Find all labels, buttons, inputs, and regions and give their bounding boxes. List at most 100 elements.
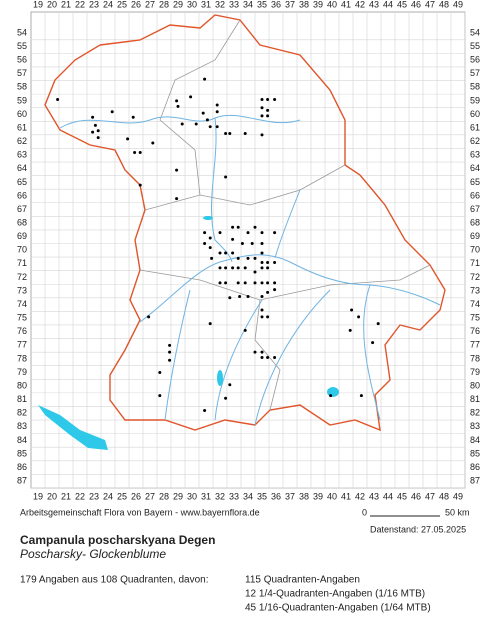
row-label: 79 — [470, 367, 480, 377]
record-dot — [246, 294, 250, 298]
record-dot — [224, 251, 228, 255]
record-dot — [138, 183, 142, 187]
record-dot — [110, 110, 114, 114]
row-label: 74 — [17, 299, 27, 309]
date: Datenstand: 27.05.2025 — [370, 524, 466, 534]
record-dot — [151, 141, 155, 145]
row-label: 71 — [470, 258, 480, 268]
row-label: 63 — [17, 150, 27, 160]
row-label: 55 — [17, 41, 27, 51]
record-dot — [238, 294, 242, 298]
lake — [327, 387, 339, 397]
record-dot — [273, 281, 277, 285]
record-dot — [218, 266, 222, 270]
row-label: 68 — [17, 217, 27, 227]
record-dot — [253, 270, 257, 274]
record-dot — [91, 115, 95, 119]
record-dot — [260, 133, 264, 137]
record-dot — [96, 136, 100, 140]
record-dot — [168, 358, 172, 362]
row-label: 86 — [17, 462, 27, 472]
district-line — [159, 19, 241, 196]
row-label: 68 — [470, 217, 480, 227]
row-label: 65 — [17, 177, 27, 187]
record-dot — [253, 256, 257, 260]
record-dot — [266, 98, 270, 102]
record-dot — [236, 225, 240, 229]
row-label: 82 — [470, 408, 480, 418]
record-dot — [175, 99, 179, 103]
record-dot — [138, 151, 142, 155]
column-label: 45 — [397, 0, 407, 9]
row-label: 63 — [470, 150, 480, 160]
legend-line: 12 1/4-Quadranten-Angaben (1/16 MTB) — [245, 589, 425, 600]
record-dot — [175, 197, 179, 201]
column-label: 47 — [425, 0, 435, 9]
column-label: 46 — [411, 491, 421, 501]
row-label: 78 — [470, 353, 480, 363]
row-label: 75 — [17, 313, 27, 323]
row-label: 59 — [470, 95, 480, 105]
row-label: 87 — [470, 476, 480, 486]
column-label: 27 — [145, 491, 155, 501]
record-dot — [224, 281, 228, 285]
row-label: 79 — [17, 367, 27, 377]
record-dot — [224, 175, 228, 179]
record-dot — [224, 396, 228, 400]
legend-line: 115 Quadranten-Angaben — [245, 575, 360, 586]
record-dot — [246, 256, 250, 260]
record-dot — [231, 237, 235, 241]
record-dot — [273, 261, 277, 265]
record-dot — [228, 296, 232, 300]
column-label: 39 — [313, 491, 323, 501]
species-name: Poscharsky- Glockenblume — [20, 547, 166, 561]
row-label: 78 — [17, 353, 27, 363]
record-dot — [260, 308, 264, 312]
district-line — [144, 164, 346, 211]
row-label: 64 — [470, 163, 480, 173]
column-label: 23 — [89, 491, 99, 501]
column-label: 30 — [187, 0, 197, 9]
column-label: 24 — [103, 0, 113, 9]
column-label: 35 — [257, 491, 267, 501]
column-label: 30 — [187, 491, 197, 501]
row-label: 76 — [470, 326, 480, 336]
row-label: 66 — [17, 190, 27, 200]
record-dot — [266, 261, 270, 265]
column-label: 26 — [131, 0, 141, 9]
record-dot — [260, 251, 264, 255]
record-dot — [260, 266, 264, 270]
record-dot — [231, 266, 235, 270]
scale-start: 0 — [362, 507, 367, 517]
record-dot — [236, 266, 240, 270]
record-dot — [260, 106, 264, 110]
row-label: 62 — [17, 136, 27, 146]
column-label: 36 — [271, 0, 281, 9]
record-dot — [218, 281, 222, 285]
row-label: 67 — [470, 204, 480, 214]
row-label: 54 — [470, 27, 480, 37]
column-label: 43 — [369, 0, 379, 9]
record-dot — [266, 290, 270, 294]
river — [59, 114, 301, 129]
column-label: 32 — [215, 491, 225, 501]
column-label: 31 — [201, 0, 211, 9]
column-label: 34 — [243, 491, 253, 501]
row-label: 70 — [470, 245, 480, 255]
column-label: 31 — [201, 491, 211, 501]
row-label: 65 — [470, 177, 480, 187]
row-label: 85 — [470, 448, 480, 458]
column-label: 36 — [271, 491, 281, 501]
column-label: 28 — [159, 0, 169, 9]
row-label: 71 — [17, 258, 27, 268]
record-dot — [266, 315, 270, 319]
column-label: 19 — [33, 0, 43, 9]
record-dot — [250, 241, 254, 245]
record-dot — [253, 281, 257, 285]
column-label: 23 — [89, 0, 99, 9]
row-label: 80 — [470, 380, 480, 390]
river — [139, 254, 441, 323]
record-dot — [168, 350, 172, 354]
record-dot — [273, 288, 277, 292]
